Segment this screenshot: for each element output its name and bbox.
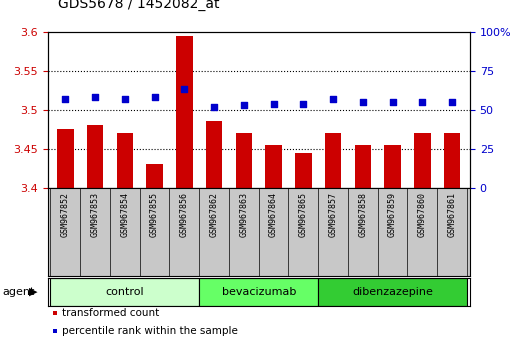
Bar bbox=[146, 164, 163, 188]
Point bbox=[448, 99, 456, 105]
Text: ▶: ▶ bbox=[29, 287, 37, 297]
Text: GSM967853: GSM967853 bbox=[91, 192, 100, 237]
Bar bbox=[318, 278, 467, 306]
Bar bbox=[51, 278, 199, 306]
Text: control: control bbox=[106, 287, 144, 297]
Text: GSM967856: GSM967856 bbox=[180, 192, 189, 237]
Bar bbox=[53, 329, 57, 333]
Point bbox=[210, 104, 218, 109]
Text: GSM967857: GSM967857 bbox=[328, 192, 337, 237]
Text: GSM967864: GSM967864 bbox=[269, 192, 278, 237]
Bar bbox=[325, 133, 341, 188]
Point bbox=[150, 95, 159, 100]
Bar bbox=[295, 153, 312, 188]
Text: GSM967855: GSM967855 bbox=[150, 192, 159, 237]
Point bbox=[61, 96, 70, 102]
Point bbox=[329, 96, 337, 102]
Point bbox=[240, 102, 248, 108]
Point bbox=[269, 101, 278, 106]
Text: GSM967860: GSM967860 bbox=[418, 192, 427, 237]
Bar bbox=[199, 278, 318, 306]
Text: bevacizumab: bevacizumab bbox=[222, 287, 296, 297]
Point bbox=[359, 99, 367, 105]
Text: GSM967861: GSM967861 bbox=[448, 192, 457, 237]
Text: GSM967862: GSM967862 bbox=[210, 192, 219, 237]
Text: agent: agent bbox=[3, 287, 35, 297]
Bar bbox=[87, 125, 103, 188]
Text: GSM967852: GSM967852 bbox=[61, 192, 70, 237]
Text: GDS5678 / 1452082_at: GDS5678 / 1452082_at bbox=[58, 0, 220, 11]
Bar bbox=[53, 311, 57, 315]
Text: dibenzazepine: dibenzazepine bbox=[352, 287, 433, 297]
Bar bbox=[206, 121, 222, 188]
Bar bbox=[176, 36, 193, 188]
Text: GSM967859: GSM967859 bbox=[388, 192, 397, 237]
Bar bbox=[57, 129, 73, 188]
Bar bbox=[117, 133, 133, 188]
Bar bbox=[235, 133, 252, 188]
Text: GSM967865: GSM967865 bbox=[299, 192, 308, 237]
Point bbox=[91, 95, 99, 100]
Bar bbox=[384, 145, 401, 188]
Point bbox=[299, 101, 308, 106]
Point bbox=[418, 99, 427, 105]
Point bbox=[180, 87, 188, 92]
Point bbox=[120, 96, 129, 102]
Point bbox=[389, 99, 397, 105]
Text: GSM967863: GSM967863 bbox=[239, 192, 248, 237]
Bar bbox=[355, 145, 371, 188]
Bar bbox=[266, 145, 282, 188]
Text: GSM967858: GSM967858 bbox=[359, 192, 367, 237]
Text: transformed count: transformed count bbox=[62, 308, 159, 318]
Bar bbox=[414, 133, 430, 188]
Text: percentile rank within the sample: percentile rank within the sample bbox=[62, 326, 238, 336]
Bar bbox=[444, 133, 460, 188]
Text: GSM967854: GSM967854 bbox=[120, 192, 129, 237]
